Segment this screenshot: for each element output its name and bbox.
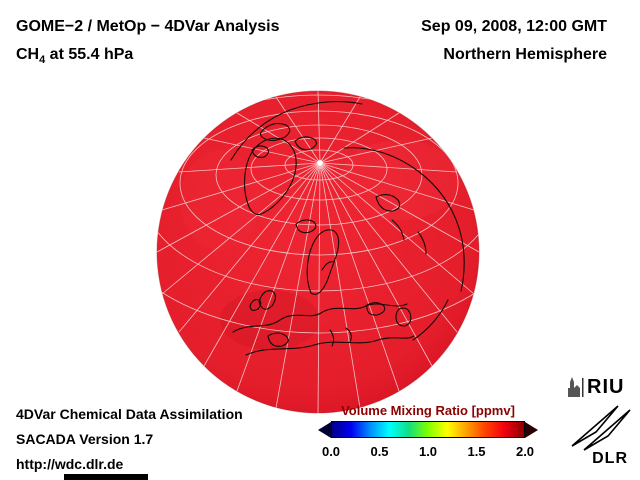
coastlines	[230, 101, 465, 356]
colorbar	[318, 421, 538, 438]
tick-label: 2.0	[515, 444, 535, 459]
dlr-logo-icon	[571, 405, 631, 451]
header-left: GOME−2 / MetOp − 4DVar Analysis CH4 at 5…	[16, 13, 280, 74]
version-label: SACADA Version 1.7	[16, 431, 154, 447]
coast-britain	[258, 290, 277, 310]
dlr-logo-text: DLR	[592, 450, 628, 467]
colorbar-left-arrow	[318, 421, 331, 438]
pole-dot	[316, 159, 324, 167]
colorbar-ticks: 0.0 0.5 1.0 1.5 2.0	[322, 444, 534, 460]
coast-africa	[245, 335, 415, 356]
hemisphere-label: Northern Hemisphere	[443, 46, 607, 63]
coast-scandinavia	[306, 229, 340, 295]
coast-europe	[232, 303, 408, 333]
riu-logo-icon	[568, 377, 584, 397]
plot-title: GOME−2 / MetOp − 4DVar Analysis	[16, 18, 280, 35]
coast-caspian	[395, 307, 412, 327]
coast-iceland	[295, 219, 317, 234]
coast-arctic-islands	[259, 122, 291, 142]
coast-siberia	[343, 147, 465, 292]
bottom-black-bar	[64, 474, 148, 480]
dlr-logo: DLR	[568, 400, 634, 468]
assimilation-label: 4DVar Chemical Data Assimilation	[16, 406, 243, 422]
field-shading	[180, 140, 460, 350]
colorbar-right-arrow	[525, 421, 538, 438]
footer-text: 4DVar Chemical Data Assimilation SACADA …	[16, 402, 243, 477]
colorbar-gradient	[331, 421, 525, 438]
coast-north-america	[230, 101, 363, 161]
tick-label: 1.5	[467, 444, 486, 459]
plot-subtitle: CH4 at 55.4 hPa	[16, 46, 134, 67]
graticule	[157, 91, 479, 413]
coast-black-sea	[366, 302, 386, 316]
tick-label: 0.5	[370, 444, 389, 459]
tick-label: 1.0	[418, 444, 438, 459]
url-label: http://wdc.dlr.de	[16, 456, 124, 472]
datetime-label: Sep 09, 2008, 12:00 GMT	[421, 18, 607, 35]
colorbar-title: Volume Mixing Ratio [ppmv]	[341, 403, 515, 418]
tick-label: 0.0	[321, 444, 341, 459]
riu-logo-text: RIU	[587, 375, 625, 398]
coast-greenland	[244, 137, 297, 216]
header-right: Sep 09, 2008, 12:00 GMT Northern Hemisph…	[421, 13, 607, 69]
riu-logo: RIU	[566, 375, 624, 399]
